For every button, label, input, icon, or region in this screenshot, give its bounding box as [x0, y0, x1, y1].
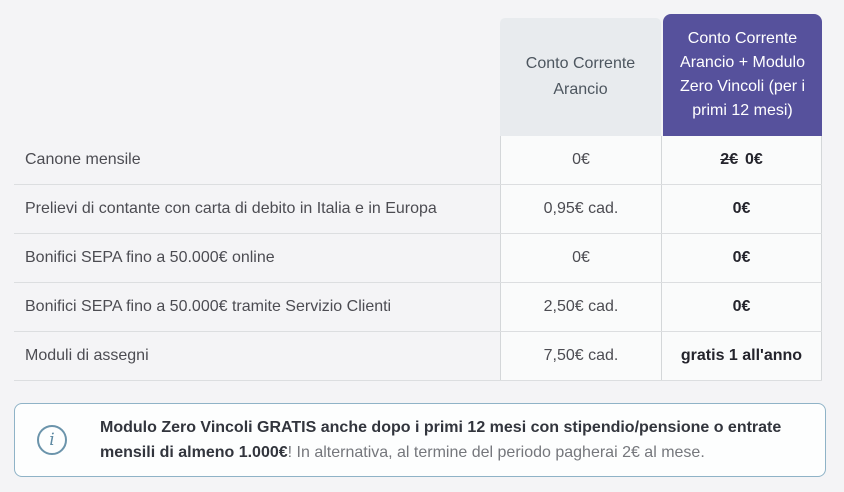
- plan1-column-header: Conto Corrente Arancio: [500, 18, 661, 136]
- new-price: 0€: [745, 151, 763, 168]
- plan1-header-label: Conto Corrente Arancio: [525, 55, 636, 98]
- feature-label: Bonifici SEPA fino a 50.000€ tramite Ser…: [25, 298, 392, 315]
- plan2-value: 0€: [661, 283, 822, 331]
- plan1-value: 2,50€ cad.: [500, 283, 661, 331]
- plan1-value: 0€: [500, 136, 661, 184]
- feature-label: Bonifici SEPA fino a 50.000€ online: [25, 249, 275, 266]
- table-row: Canone mensile 0€ 2€ 0€: [14, 136, 822, 185]
- plan2-value: gratis 1 all'anno: [661, 332, 822, 380]
- plan2-value: 2€ 0€: [661, 136, 822, 184]
- plan1-value: 0,95€ cad.: [500, 185, 661, 233]
- pricing-table: Conto Corrente Arancio Conto Corrente Ar…: [14, 14, 822, 381]
- info-message: Modulo Zero Vincoli GRATIS anche dopo i …: [100, 415, 803, 465]
- feature-label: Prelievi di contante con carta di debito…: [25, 200, 437, 217]
- table-row: Bonifici SEPA fino a 50.000€ online 0€ 0…: [14, 234, 822, 283]
- plan2-header-label: Conto Corrente Arancio + Modulo Zero Vin…: [679, 30, 806, 119]
- plan1-value: 0€: [500, 234, 661, 282]
- old-price-strikethrough: 2€: [720, 151, 738, 168]
- info-message-bold: Modulo Zero Vincoli GRATIS anche dopo i …: [100, 419, 782, 461]
- plan2-value: 0€: [661, 185, 822, 233]
- plan2-column-header-highlighted: Conto Corrente Arancio + Modulo Zero Vin…: [663, 14, 822, 136]
- table-header-row: Conto Corrente Arancio Conto Corrente Ar…: [14, 14, 822, 136]
- table-row: Bonifici SEPA fino a 50.000€ tramite Ser…: [14, 283, 822, 332]
- table-row: Moduli di assegni 7,50€ cad. gratis 1 al…: [14, 332, 822, 381]
- plan2-value: 0€: [661, 234, 822, 282]
- feature-label: Canone mensile: [25, 151, 141, 168]
- table-row: Prelievi di contante con carta di debito…: [14, 185, 822, 234]
- info-callout: i Modulo Zero Vincoli GRATIS anche dopo …: [14, 403, 826, 477]
- info-icon: i: [37, 425, 67, 455]
- plan1-value: 7,50€ cad.: [500, 332, 661, 380]
- feature-label: Moduli di assegni: [25, 347, 149, 364]
- info-message-regular: ! In alternativa, al termine del periodo…: [287, 444, 705, 461]
